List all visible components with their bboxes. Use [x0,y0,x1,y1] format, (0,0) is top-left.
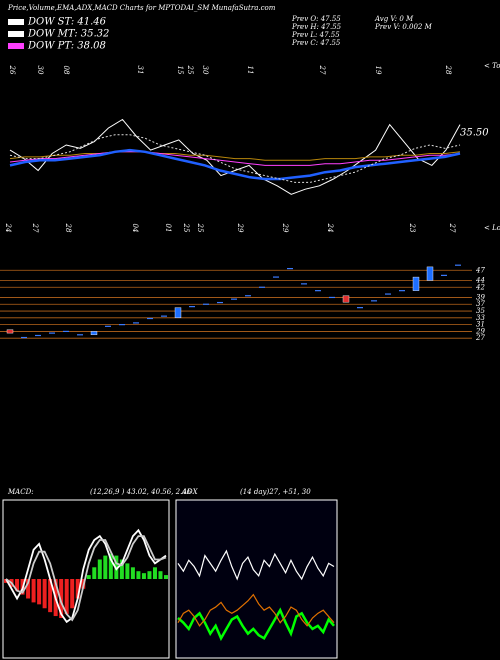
low-date: 27 [31,223,39,233]
top-date: 26 [8,65,16,75]
legend-swatch [8,19,24,25]
top-date: 30 [36,66,44,75]
y-tick-label: 39 [476,293,485,301]
top-date: 08 [62,66,70,75]
price-line [9,151,461,161]
macd-line [5,535,167,622]
y-tick-label: 42 [475,283,485,291]
macd-subtitle: (12,26,9 ) 43.02, 40.56, 2.46 [90,488,192,496]
macd-frame [2,499,170,659]
adx-line [177,593,335,627]
low-date: 25 [196,223,204,233]
candle-body [342,295,350,303]
adx-line [177,549,335,581]
histogram-bar [31,579,36,603]
histogram-bar [108,553,113,579]
tops-marker: < Tops [484,62,500,70]
adx-title: ADX [181,488,199,496]
histogram-bar [70,579,75,609]
low-date: 04 [131,224,139,233]
title: Price,Volume,EMA,ADX,MACD Charts for MPT… [7,4,276,12]
histogram-bar [59,579,64,618]
histogram-bar [114,555,119,579]
volume-value: Avg V: 0 M [374,15,414,23]
histogram-bar [42,579,47,609]
histogram-bar [158,571,163,579]
top-date: 11 [246,66,254,75]
price-line [9,148,461,181]
macd-line [5,528,167,624]
prev-value: Prev H: 47.55 [291,23,342,31]
last-price: 35.50 [460,128,489,139]
histogram-bar [125,563,130,579]
histogram-bar [86,575,91,579]
low-date: 27 [448,223,456,233]
top-date: 19 [374,66,382,75]
histogram-bar [103,555,108,579]
top-date: 25 [186,65,194,75]
top-date: 30 [201,66,209,75]
histogram-bar [26,579,31,599]
volume-value: Prev V: 0.002 M [374,23,433,31]
legend-swatch [8,43,24,49]
candle-body [174,307,182,319]
candle-body [412,276,420,291]
prev-value: Prev O: 47.55 [291,15,341,23]
low-date: 23 [408,223,416,233]
histogram-bar [164,575,168,579]
legend-swatch [8,31,24,37]
legend-entry: DOW PT: 38.08 [27,41,106,52]
price-line [9,118,461,195]
prev-value: Prev C: 47.55 [291,39,341,47]
histogram-bar [147,571,152,579]
histogram-bar [136,571,141,579]
y-tick-label: 31 [476,321,485,329]
low-date: 28 [64,223,72,233]
adx-subtitle: (14 day)27, +51, 30 [240,488,311,496]
top-date: 28 [444,65,452,75]
low-date: 24 [326,223,334,233]
legend-entry: DOW MT: 35.32 [27,29,109,40]
histogram-bar [130,567,135,579]
top-date: 15 [176,66,184,75]
histogram-bar [152,567,157,579]
histogram-bar [97,559,102,579]
histogram-bar [15,579,20,591]
histogram-bar [48,579,53,613]
price-line [9,151,461,166]
y-tick-label: 29 [475,327,485,335]
y-tick-label: 35 [476,307,485,315]
price-line [9,134,461,183]
histogram-bar [119,559,124,579]
histogram-bar [4,579,8,583]
y-tick-label: 27 [475,334,485,342]
y-tick-label: 33 [476,314,485,322]
y-tick-label: 47 [475,266,485,274]
candle-body [6,329,14,334]
legend-entry: DOW ST: 41.46 [27,17,107,28]
lows-marker: < Lows [484,224,500,232]
candle-body [426,266,434,281]
low-date: 25 [182,223,190,233]
y-tick-label: 37 [476,300,485,308]
top-date: 31 [136,66,144,75]
prev-value: Prev L: 47.55 [291,31,340,39]
histogram-bar [64,579,69,615]
histogram-bar [75,579,80,599]
histogram-bar [141,573,146,579]
candle-body [90,331,98,336]
low-date: 29 [281,223,289,233]
histogram-bar [37,579,42,605]
low-date: 01 [164,224,172,233]
top-date: 27 [318,65,326,75]
histogram-bar [92,567,97,579]
low-date: 29 [236,223,244,233]
low-date: 24 [4,223,12,233]
macd-title: MACD: [7,488,34,496]
y-tick-label: 44 [475,276,485,284]
